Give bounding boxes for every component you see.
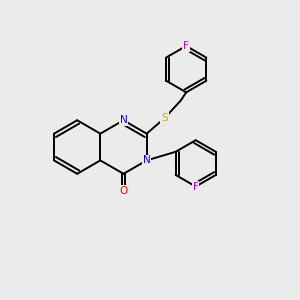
Text: F: F	[183, 41, 189, 51]
Text: O: O	[119, 186, 128, 196]
Text: F: F	[193, 182, 199, 192]
Text: N: N	[143, 155, 151, 165]
Text: S: S	[161, 113, 168, 123]
Text: N: N	[120, 115, 128, 125]
